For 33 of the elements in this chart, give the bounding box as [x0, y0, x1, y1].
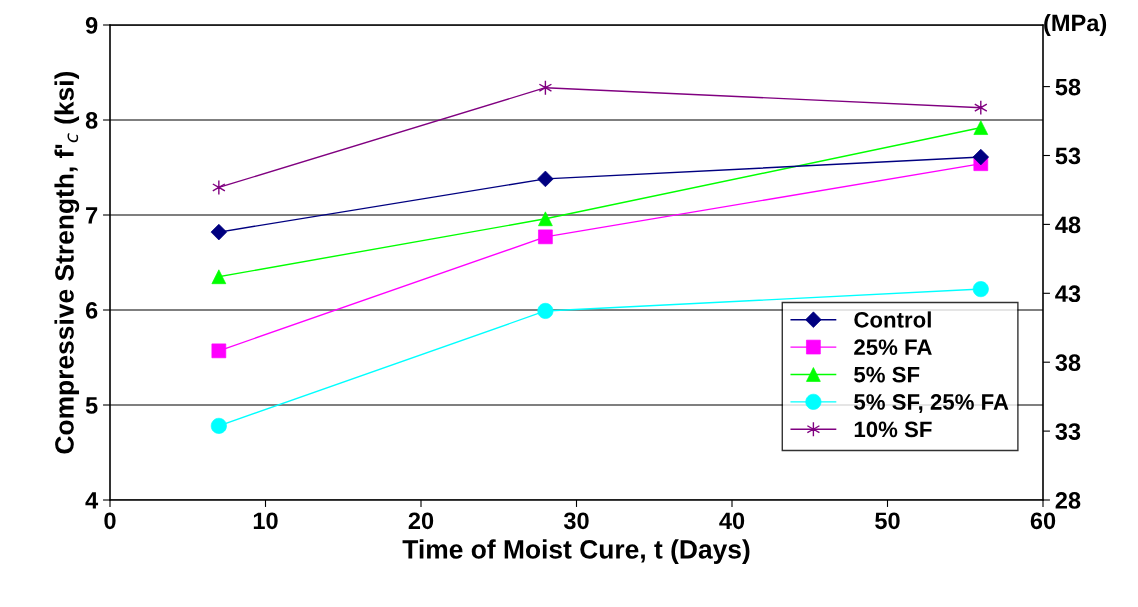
point	[211, 343, 227, 359]
y2-tick-label: 43	[1055, 285, 1081, 303]
x-tick-label: 60	[1030, 512, 1056, 530]
y-tick-label: 9	[85, 17, 98, 34]
x-axis-title: Time of Moist Cure, t (Days)	[402, 539, 750, 564]
x-tick-label: 10	[253, 512, 278, 530]
x-tick-label: 30	[563, 512, 589, 530]
y2-tick-label: 58	[1055, 78, 1081, 96]
y-tick-label: 6	[85, 302, 98, 319]
legend-label: 5% SF, 25% FA	[854, 394, 1009, 414]
legend-label: 10% SF	[854, 421, 932, 438]
point	[972, 148, 990, 166]
y-tick-label: 8	[85, 112, 98, 129]
y2-tick-label: 28	[1055, 492, 1081, 509]
y2-tick-label: 33	[1055, 423, 1081, 440]
legend-label: 25% FA	[854, 339, 932, 356]
y2-tick-label: 48	[1055, 216, 1081, 234]
y2-tick-label: 38	[1055, 354, 1081, 372]
y-tick-label: 4	[85, 492, 99, 509]
y-tick-label: 7	[86, 207, 98, 224]
point	[538, 229, 553, 245]
legend-label: Control	[854, 311, 931, 328]
x-tick-label: 0	[104, 512, 116, 530]
point	[212, 179, 226, 196]
y2-axis-title: (MPa)	[1044, 14, 1107, 36]
y-tick-label: 5	[85, 397, 98, 414]
point	[973, 120, 989, 135]
x-tick-label: 40	[719, 512, 745, 530]
y2-tick-label: 53	[1055, 147, 1081, 165]
x-tick-label: 20	[408, 512, 434, 530]
y-axis-title: Compressive Strength, f'$_{c}$ (ksi)	[54, 71, 80, 454]
x-tick-label: 50	[875, 512, 900, 530]
legend-label: 5% SF	[854, 366, 920, 383]
